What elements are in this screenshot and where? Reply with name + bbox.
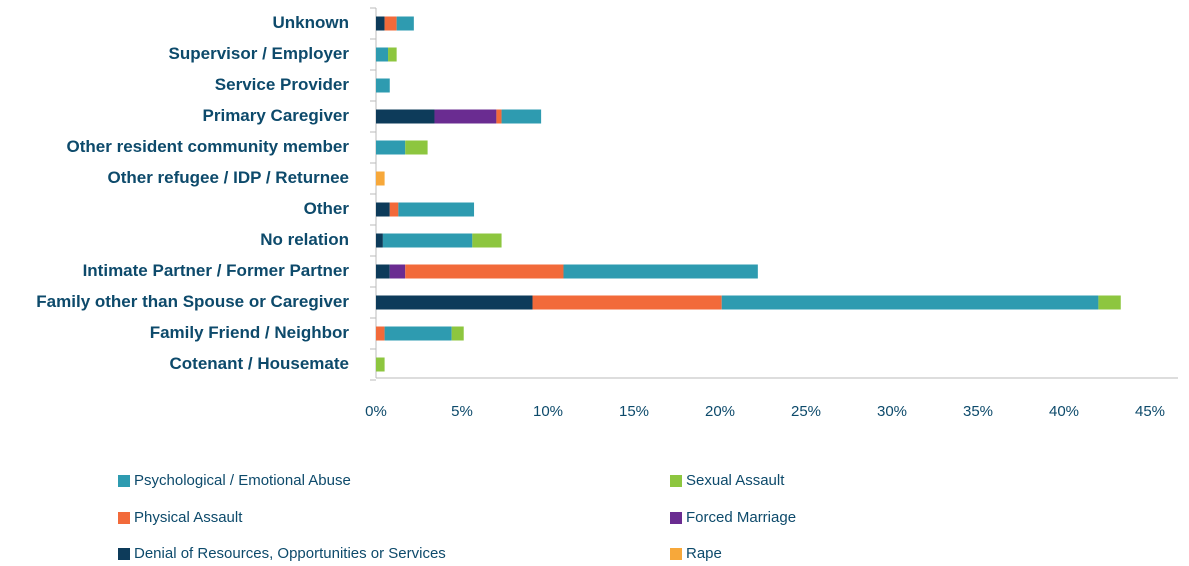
bar-segment bbox=[1098, 295, 1121, 310]
bar-segment bbox=[451, 326, 464, 341]
bar-segment bbox=[384, 326, 452, 341]
bar-segment bbox=[396, 16, 414, 31]
bar-segment bbox=[376, 109, 435, 124]
bar-segment bbox=[376, 171, 385, 186]
x-tick-label: 25% bbox=[791, 403, 821, 420]
legend-swatch bbox=[670, 512, 682, 524]
bar-segment bbox=[405, 140, 428, 155]
category-label: Unknown bbox=[273, 13, 350, 32]
bar-segment bbox=[376, 295, 533, 310]
legend-swatch bbox=[118, 548, 130, 560]
x-tick-label: 0% bbox=[365, 403, 387, 420]
bar-segment bbox=[376, 202, 390, 217]
bar-segment bbox=[721, 295, 1099, 310]
bar-segment bbox=[496, 109, 502, 124]
bar-segment bbox=[434, 109, 497, 124]
legend-swatch bbox=[118, 512, 130, 524]
bar-segment bbox=[501, 109, 542, 124]
bar-segment bbox=[472, 233, 502, 248]
legend-label: Psychological / Emotional Abuse bbox=[134, 472, 351, 489]
bar-segment bbox=[376, 47, 389, 62]
bar-segment bbox=[389, 264, 406, 279]
category-label: Other resident community member bbox=[67, 137, 350, 156]
x-tick-label: 30% bbox=[877, 403, 907, 420]
legend-swatch bbox=[118, 475, 130, 487]
x-tick-label: 5% bbox=[451, 403, 473, 420]
legend-swatch bbox=[670, 475, 682, 487]
x-tick-label: 45% bbox=[1135, 403, 1165, 420]
bar-segment bbox=[532, 295, 722, 310]
category-label: No relation bbox=[260, 230, 349, 249]
category-label: Family other than Spouse or Caregiver bbox=[36, 292, 349, 311]
x-tick-label: 10% bbox=[533, 403, 563, 420]
bar-segment bbox=[376, 264, 390, 279]
x-tick-label: 40% bbox=[1049, 403, 1079, 420]
bar-segment bbox=[389, 202, 399, 217]
x-tick-label: 20% bbox=[705, 403, 735, 420]
category-label: Other bbox=[304, 199, 350, 218]
legend-label: Sexual Assault bbox=[686, 472, 785, 489]
category-label: Supervisor / Employer bbox=[169, 44, 350, 63]
category-label: Family Friend / Neighbor bbox=[150, 323, 350, 342]
bar-segment bbox=[405, 264, 564, 279]
x-tick-label: 35% bbox=[963, 403, 993, 420]
bar-segment bbox=[563, 264, 758, 279]
bar-segment bbox=[388, 47, 397, 62]
legend-label: Rape bbox=[686, 545, 722, 562]
category-label: Primary Caregiver bbox=[203, 106, 350, 125]
bar-segment bbox=[376, 357, 385, 372]
bar-segment bbox=[382, 233, 473, 248]
legend-label: Forced Marriage bbox=[686, 509, 796, 526]
category-label: Other refugee / IDP / Returnee bbox=[107, 168, 349, 187]
legend-swatch bbox=[670, 548, 682, 560]
category-label: Intimate Partner / Former Partner bbox=[83, 261, 350, 280]
bar-segment bbox=[376, 16, 385, 31]
bar-segment bbox=[376, 78, 390, 93]
legend-label: Physical Assault bbox=[134, 509, 243, 526]
x-tick-label: 15% bbox=[619, 403, 649, 420]
bar-segment bbox=[384, 16, 397, 31]
legend-label: Denial of Resources, Opportunities or Se… bbox=[134, 545, 446, 562]
bar-segment bbox=[376, 140, 406, 155]
bar-segment bbox=[376, 233, 383, 248]
bar-segment bbox=[398, 202, 475, 217]
category-label: Service Provider bbox=[215, 75, 350, 94]
category-label: Cotenant / Housemate bbox=[170, 354, 349, 373]
bar-segment bbox=[376, 326, 385, 341]
